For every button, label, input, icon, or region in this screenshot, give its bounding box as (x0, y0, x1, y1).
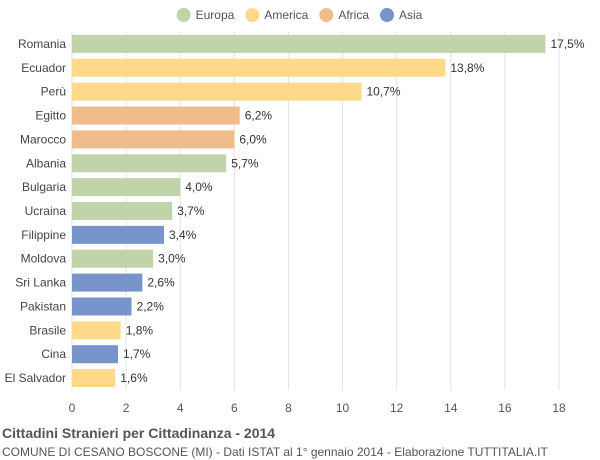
value-label: 13,8% (450, 61, 484, 75)
category-label: Marocco (20, 132, 66, 146)
category-label: El Salvador (5, 371, 66, 385)
x-axis: 0 2 4 6 8 10 12 14 16 18 (69, 401, 566, 415)
bars: Romania 17,5% Ecuador 13,8% Perù 10,7% Egitto 6… (5, 34, 585, 388)
bar (72, 82, 362, 101)
legend-marker (380, 8, 395, 22)
value-label: 17,5% (550, 37, 584, 51)
x-tick-label: 12 (390, 401, 404, 415)
value-label: 4,0% (185, 180, 213, 194)
bar (72, 369, 116, 388)
bar (72, 321, 121, 340)
category-label: Bulgaria (22, 180, 66, 194)
bar (72, 58, 446, 77)
bar (72, 178, 181, 197)
legend-label: Asia (399, 8, 423, 22)
value-label: 1,7% (123, 347, 151, 361)
chart-title: Cittadini Stranieri per Cittadinanza - 2… (2, 425, 276, 441)
category-label: Romania (18, 37, 66, 51)
legend-label: America (264, 8, 308, 22)
legend: Europa America Africa Asia (176, 8, 423, 22)
value-label: 1,8% (126, 323, 154, 337)
bar (72, 297, 132, 316)
legend-label: Africa (338, 8, 369, 22)
value-label: 5,7% (231, 156, 259, 170)
bar (72, 273, 143, 292)
value-label: 3,7% (177, 204, 205, 218)
legend-marker (319, 8, 334, 22)
value-label: 3,0% (158, 252, 186, 266)
chart-subtitle: COMUNE DI CESANO BOSCONE (MI) - Dati IST… (2, 445, 548, 459)
value-label: 6,0% (239, 132, 267, 146)
value-label: 6,2% (245, 109, 273, 123)
value-label: 1,6% (120, 371, 148, 385)
category-label: Egitto (35, 109, 66, 123)
bar (72, 249, 154, 268)
bar (72, 154, 227, 173)
bar (72, 225, 164, 244)
legend-marker (245, 8, 260, 22)
value-label: 10,7% (366, 85, 400, 99)
x-tick-label: 18 (552, 401, 566, 415)
x-tick-label: 10 (336, 401, 350, 415)
category-label: Sri Lanka (15, 276, 66, 290)
category-label: Brasile (29, 323, 66, 337)
category-label: Moldova (21, 252, 67, 266)
x-tick-label: 0 (69, 401, 76, 415)
bar (72, 345, 118, 364)
bar (72, 202, 173, 220)
category-label: Filippine (21, 228, 66, 242)
x-tick-label: 8 (285, 401, 292, 415)
value-label: 2,2% (137, 299, 165, 313)
category-label: Albania (26, 156, 66, 170)
value-label: 3,4% (169, 228, 197, 242)
x-tick-label: 6 (231, 401, 238, 415)
bar (72, 130, 235, 149)
x-tick-label: 16 (498, 401, 512, 415)
legend-label: Europa (196, 8, 235, 22)
x-tick-label: 4 (177, 401, 184, 415)
category-label: Ucraina (25, 204, 67, 218)
bar (72, 34, 546, 53)
category-label: Ecuador (21, 61, 66, 75)
category-label: Perù (41, 85, 66, 99)
category-label: Cina (41, 347, 66, 361)
legend-marker (176, 8, 191, 22)
x-tick-label: 14 (444, 401, 458, 415)
value-label: 2,6% (147, 276, 175, 290)
category-label: Pakistan (20, 299, 66, 313)
x-tick-label: 2 (123, 401, 130, 415)
bar (72, 106, 240, 125)
